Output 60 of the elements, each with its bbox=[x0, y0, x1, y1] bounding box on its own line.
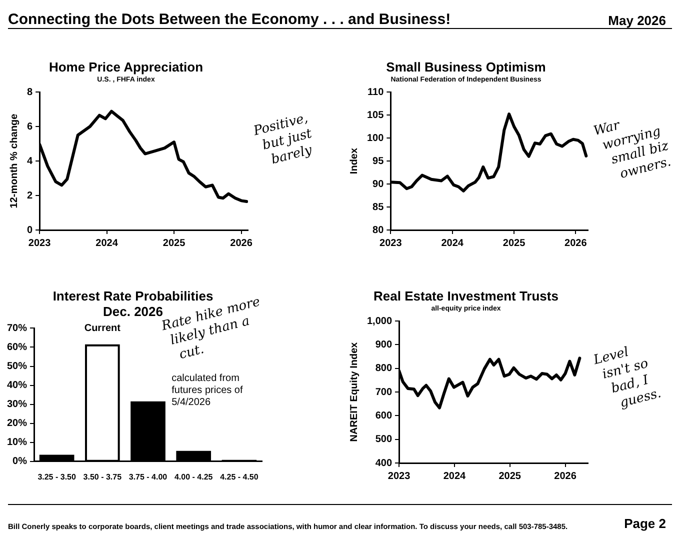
text: Connecting the Dots Between the Economy . . . and Business! bbox=[8, 11, 451, 28]
y-tick-label: 85 bbox=[372, 202, 384, 213]
y-axis-title: Index bbox=[348, 148, 360, 174]
x-tick-label: 3.25 - 3.50 bbox=[38, 472, 76, 482]
y-axis-title: 12-month % change bbox=[8, 113, 20, 208]
y-tick-label: 105 bbox=[366, 110, 384, 121]
chart-title: Interest Rate Probabilities bbox=[52, 288, 214, 304]
y-tick-label: 70% bbox=[7, 322, 28, 334]
y-tick-label: 30% bbox=[7, 399, 28, 410]
chart-title: Real Estate Investment Trusts bbox=[374, 288, 558, 304]
x-tick-label: 2025 bbox=[502, 238, 526, 249]
y-tick-label: 6 bbox=[27, 121, 33, 132]
x-tick-label: 3.50 - 3.75 bbox=[83, 472, 122, 482]
y-tick-label: 80 bbox=[372, 224, 384, 236]
x-tick-label: 2023 bbox=[388, 470, 411, 482]
x-tick-label: 2026 bbox=[564, 238, 588, 249]
annotation: calculated from futures prices of 5/4/2026 bbox=[172, 373, 243, 408]
chart-title: Home Price Appreciation bbox=[48, 59, 204, 74]
x-tick-label: 2026 bbox=[554, 470, 577, 482]
text: May 2026 bbox=[608, 13, 666, 28]
chart-subtitle: Dec. 2026 bbox=[103, 304, 163, 319]
y-tick-label: 800 bbox=[375, 363, 392, 374]
y-tick-label: 8 bbox=[27, 86, 33, 98]
y-tick-label: 1,000 bbox=[366, 316, 392, 327]
y-tick-label: 0 bbox=[27, 224, 33, 236]
annotation: Current bbox=[84, 323, 122, 334]
x-tick-label: 2024 bbox=[441, 238, 464, 249]
y-axis-title: NAREIT Equity Index bbox=[348, 342, 360, 442]
text: Page 2 bbox=[624, 516, 666, 531]
chart-title: Small Business Optimism bbox=[386, 59, 546, 74]
x-tick-label: 4.25 - 4.50 bbox=[220, 472, 259, 482]
y-tick-label: 400 bbox=[375, 458, 392, 469]
text: Positive, but just barely bbox=[251, 110, 314, 168]
y-tick-label: 95 bbox=[372, 156, 384, 167]
y-tick-label: 700 bbox=[375, 386, 392, 398]
text: Level isn't so bad, I guess. bbox=[591, 344, 663, 411]
x-tick-label: 2024 bbox=[96, 238, 118, 249]
x-tick-label: 4.00 - 4.25 bbox=[174, 472, 214, 482]
x-tick-label: 2023 bbox=[380, 238, 402, 249]
y-tick-label: 10% bbox=[7, 437, 28, 448]
text: War worrying small biz owners. bbox=[592, 118, 673, 182]
y-tick-label: 2 bbox=[27, 190, 33, 202]
y-tick-label: 60% bbox=[7, 342, 28, 353]
y-tick-label: 110 bbox=[368, 86, 384, 98]
y-tick-label: 20% bbox=[7, 418, 28, 430]
x-tick-label: 2023 bbox=[28, 238, 52, 249]
y-tick-label: 50% bbox=[7, 361, 28, 372]
y-tick-label: 100 bbox=[366, 132, 384, 144]
y-tick-label: 500 bbox=[375, 434, 392, 446]
x-tick-label: 2025 bbox=[162, 238, 186, 249]
y-tick-label: 900 bbox=[375, 339, 392, 350]
y-tick-label: 40% bbox=[7, 380, 28, 392]
y-tick-label: 4 bbox=[27, 156, 33, 167]
x-tick-label: 2025 bbox=[498, 470, 522, 482]
y-tick-label: 90 bbox=[372, 178, 384, 190]
x-tick-label: 3.75 - 4.00 bbox=[128, 472, 168, 482]
x-tick-label: 2024 bbox=[443, 470, 466, 482]
y-tick-label: 0% bbox=[12, 456, 28, 468]
y-tick-label: 600 bbox=[375, 410, 392, 422]
x-tick-label: 2026 bbox=[230, 238, 253, 249]
